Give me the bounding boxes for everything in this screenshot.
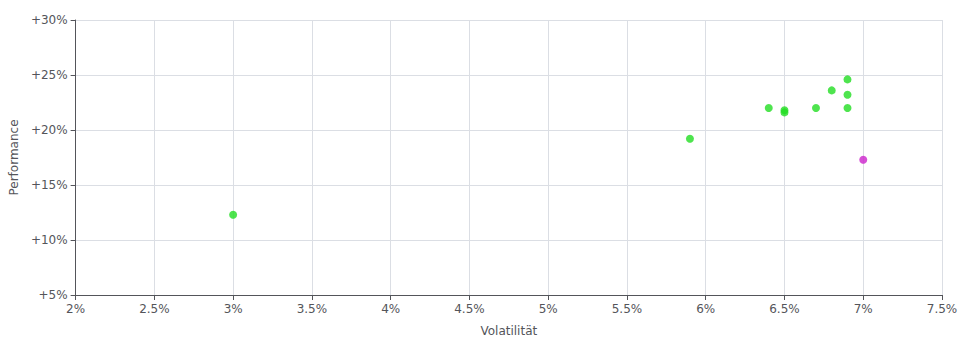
svg-text:+20%: +20%	[31, 123, 68, 137]
svg-text:+5%: +5%	[39, 288, 68, 302]
svg-text:3%: 3%	[224, 302, 243, 316]
svg-text:Volatilität: Volatilität	[480, 324, 537, 338]
svg-text:+15%: +15%	[31, 178, 68, 192]
svg-text:+30%: +30%	[31, 13, 68, 27]
svg-text:3.5%: 3.5%	[297, 302, 328, 316]
svg-text:4%: 4%	[381, 302, 400, 316]
svg-text:5%: 5%	[539, 302, 558, 316]
svg-text:Performance: Performance	[7, 119, 21, 195]
svg-text:2.5%: 2.5%	[139, 302, 170, 316]
svg-text:7%: 7%	[854, 302, 873, 316]
svg-text:4.5%: 4.5%	[454, 302, 485, 316]
svg-text:6.5%: 6.5%	[769, 302, 800, 316]
svg-text:6%: 6%	[696, 302, 715, 316]
svg-text:+10%: +10%	[31, 233, 68, 247]
svg-text:+25%: +25%	[31, 68, 68, 82]
svg-text:2%: 2%	[66, 302, 85, 316]
svg-text:5.5%: 5.5%	[612, 302, 643, 316]
svg-text:7.5%: 7.5%	[927, 302, 958, 316]
